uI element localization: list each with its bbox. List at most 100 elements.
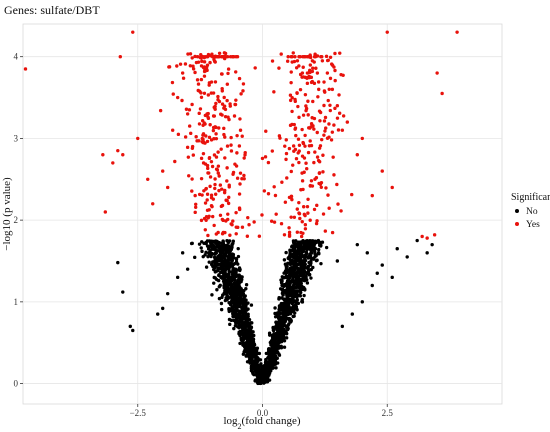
point-yes bbox=[309, 179, 314, 183]
point-yes bbox=[225, 166, 229, 170]
point-no bbox=[252, 343, 257, 347]
point-yes bbox=[207, 83, 211, 87]
point-no bbox=[244, 283, 249, 287]
point-yes bbox=[284, 157, 288, 162]
point-yes bbox=[202, 60, 207, 64]
point-yes bbox=[217, 174, 221, 178]
point-yes bbox=[218, 183, 223, 187]
point-yes bbox=[297, 115, 301, 120]
point-no bbox=[294, 299, 298, 304]
point-yes bbox=[201, 123, 205, 127]
point-yes bbox=[283, 200, 288, 204]
point-no bbox=[290, 244, 295, 248]
point-no bbox=[209, 243, 214, 248]
point-yes bbox=[216, 230, 220, 235]
point-no bbox=[287, 283, 291, 287]
point-no bbox=[244, 346, 248, 351]
point-yes bbox=[116, 148, 120, 153]
point-yes bbox=[345, 120, 350, 124]
point-no bbox=[277, 297, 281, 301]
point-no bbox=[275, 361, 280, 365]
point-yes bbox=[243, 151, 247, 155]
point-yes bbox=[303, 133, 307, 138]
point-no bbox=[293, 294, 297, 298]
point-yes bbox=[319, 185, 324, 190]
point-no bbox=[249, 325, 254, 330]
point-yes bbox=[295, 59, 300, 63]
point-no bbox=[213, 248, 218, 252]
point-yes bbox=[298, 216, 302, 221]
point-yes bbox=[203, 228, 208, 232]
point-yes bbox=[313, 177, 317, 181]
point-no bbox=[248, 333, 253, 337]
point-no bbox=[308, 253, 312, 258]
point-no bbox=[161, 306, 165, 311]
point-yes bbox=[193, 210, 197, 215]
point-yes bbox=[218, 213, 223, 218]
point-yes bbox=[190, 102, 194, 107]
point-no bbox=[237, 300, 242, 304]
point-yes bbox=[272, 220, 277, 224]
point-yes bbox=[229, 149, 234, 153]
point-yes bbox=[305, 54, 309, 59]
point-no bbox=[300, 259, 304, 263]
point-yes bbox=[266, 192, 271, 196]
point-no bbox=[306, 269, 311, 273]
point-no bbox=[280, 296, 284, 300]
point-no bbox=[180, 251, 185, 255]
point-no bbox=[220, 295, 224, 300]
point-yes bbox=[332, 173, 336, 177]
point-no bbox=[287, 276, 292, 280]
point-yes bbox=[297, 64, 301, 68]
point-no bbox=[415, 238, 419, 243]
x-axis-label: log2(fold change) bbox=[223, 415, 300, 431]
point-yes bbox=[205, 54, 210, 59]
point-no bbox=[297, 293, 301, 297]
point-no bbox=[241, 305, 246, 309]
legend-marker-no bbox=[515, 209, 519, 213]
point-yes bbox=[211, 197, 216, 201]
point-yes bbox=[193, 70, 197, 75]
point-no bbox=[193, 255, 197, 260]
point-yes bbox=[260, 213, 264, 217]
point-yes bbox=[300, 127, 304, 132]
point-yes bbox=[279, 52, 283, 56]
point-yes bbox=[330, 230, 335, 235]
point-no bbox=[236, 246, 240, 251]
point-yes bbox=[167, 65, 172, 69]
point-yes bbox=[339, 209, 343, 213]
point-yes bbox=[176, 132, 181, 137]
point-yes bbox=[202, 65, 207, 69]
point-yes bbox=[222, 190, 227, 195]
point-yes bbox=[323, 115, 328, 120]
point-no bbox=[236, 283, 241, 287]
point-yes bbox=[333, 106, 337, 111]
point-no bbox=[311, 241, 316, 246]
point-yes bbox=[298, 54, 302, 59]
point-yes bbox=[312, 127, 316, 131]
point-yes bbox=[425, 236, 429, 240]
point-no bbox=[231, 310, 236, 314]
point-no bbox=[243, 317, 248, 322]
point-yes bbox=[212, 57, 216, 62]
point-no bbox=[245, 336, 250, 340]
point-yes bbox=[103, 210, 108, 214]
point-no bbox=[200, 240, 204, 244]
point-yes bbox=[188, 52, 193, 56]
point-yes bbox=[307, 75, 312, 80]
point-yes bbox=[226, 212, 230, 216]
point-yes bbox=[295, 230, 300, 234]
point-yes bbox=[194, 202, 198, 207]
x-axis-ticks: −2.5 0.0 2.5 bbox=[130, 404, 393, 418]
point-no bbox=[241, 337, 245, 342]
point-yes bbox=[330, 87, 335, 92]
point-no bbox=[282, 258, 287, 262]
point-no bbox=[294, 249, 298, 253]
point-no bbox=[291, 292, 295, 296]
point-no bbox=[221, 268, 225, 273]
point-yes bbox=[220, 54, 225, 59]
point-yes bbox=[201, 137, 205, 141]
point-yes bbox=[310, 59, 315, 63]
point-no bbox=[291, 305, 295, 309]
point-no bbox=[272, 341, 276, 346]
